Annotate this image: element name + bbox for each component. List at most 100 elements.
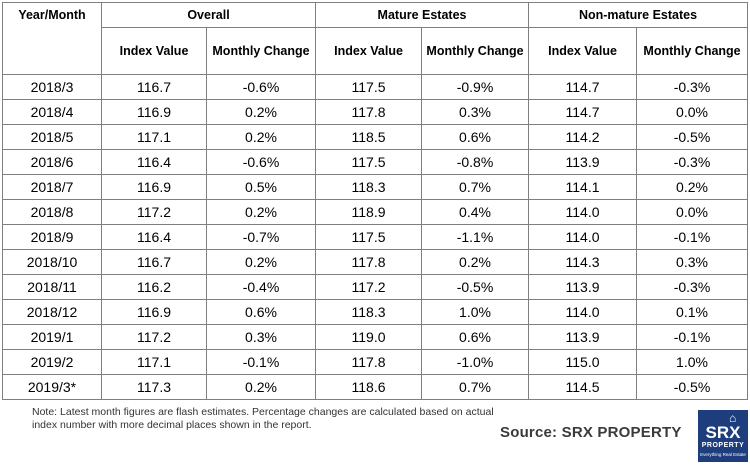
logo-tagline: Everything Real Estate	[700, 452, 746, 457]
year-month-cell: 2019/3*	[2, 374, 102, 400]
mature-index-cell: 117.8	[315, 249, 423, 275]
mature-index-cell: 117.5	[315, 149, 423, 175]
mature-index-cell: 117.8	[315, 99, 423, 125]
non-mature-index-cell: 114.0	[528, 199, 638, 225]
non-mature-change-cell: 0.3%	[636, 249, 749, 275]
overall-change-cell: -0.4%	[205, 274, 317, 300]
non-mature-change-cell: 0.0%	[636, 199, 749, 225]
mature-index-cell: 118.3	[315, 174, 423, 200]
non-mature-index-cell: 114.7	[528, 74, 638, 100]
year-month-cell: 2018/7	[2, 174, 102, 200]
mature-change-cell: -1.0%	[421, 349, 530, 375]
non-mature-change-cell: -0.5%	[636, 374, 749, 400]
non-mature-change-cell: 0.0%	[636, 99, 749, 125]
non-mature-index-cell: 114.1	[528, 174, 638, 200]
non-mature-change-cell: 0.1%	[636, 299, 749, 325]
mature-change-cell: -1.1%	[421, 224, 530, 250]
mature-change-cell: 1.0%	[421, 299, 530, 325]
mature-change-cell: 0.6%	[421, 324, 530, 350]
mature-index-cell: 118.6	[315, 374, 423, 400]
overall-change-cell: 0.5%	[205, 174, 317, 200]
mature-change-cell: -0.5%	[421, 274, 530, 300]
overall-change-cell: -0.6%	[205, 74, 317, 100]
overall-change-cell: 0.2%	[205, 199, 317, 225]
mature-index-cell: 118.5	[315, 124, 423, 150]
year-month-cell: 2018/5	[2, 124, 102, 150]
year-month-cell: 2018/4	[2, 99, 102, 125]
mature-index-header: Index Value	[315, 27, 423, 75]
table-row: 2018/11 116.2 -0.4% 117.2 -0.5% 113.9 -0.3%	[2, 274, 749, 300]
mature-index-cell: 118.3	[315, 299, 423, 325]
year-month-cell: 2018/10	[2, 249, 102, 275]
overall-index-cell: 117.3	[101, 374, 207, 400]
table-row: 2018/8 117.2 0.2% 118.9 0.4% 114.0 0.0%	[2, 199, 749, 225]
overall-change-cell: 0.2%	[205, 249, 317, 275]
table-body: 2018/3 116.7 -0.6% 117.5 -0.9% 114.7 -0.3% 2018…	[2, 74, 749, 400]
year-month-header: Year/Month	[2, 2, 102, 75]
non-mature-change-cell: -0.3%	[636, 149, 749, 175]
mature-index-cell: 117.2	[315, 274, 423, 300]
overall-change-cell: 0.2%	[205, 124, 317, 150]
non-mature-index-cell: 114.3	[528, 249, 638, 275]
srx-logo: ⌂ SRX PROPERTY Everything Real Estate	[698, 410, 748, 462]
overall-index-cell: 116.9	[101, 299, 207, 325]
table-row: 2018/4 116.9 0.2% 117.8 0.3% 114.7 0.0%	[2, 99, 749, 125]
non-mature-change-cell: -0.1%	[636, 324, 749, 350]
overall-index-cell: 116.7	[101, 74, 207, 100]
year-month-cell: 2019/1	[2, 324, 102, 350]
year-month-cell: 2018/11	[2, 274, 102, 300]
footnote: Note: Latest month figures are flash est…	[32, 406, 494, 431]
table-row: 2018/12 116.9 0.6% 118.3 1.0% 114.0 0.1%	[2, 299, 749, 325]
mature-index-cell: 118.9	[315, 199, 423, 225]
non-mature-change-cell: 0.2%	[636, 174, 749, 200]
year-month-cell: 2018/9	[2, 224, 102, 250]
year-month-cell: 2018/8	[2, 199, 102, 225]
overall-index-cell: 117.2	[101, 324, 207, 350]
year-month-cell: 2018/3	[2, 74, 102, 100]
year-month-cell: 2018/12	[2, 299, 102, 325]
overall-change-cell: 0.2%	[205, 374, 317, 400]
non-mature-change-header: Monthly Change	[636, 27, 749, 75]
overall-index-cell: 117.1	[101, 349, 207, 375]
price-index-table: Year/Month Overall Mature Estates Non-ma…	[2, 2, 749, 400]
non-mature-change-cell: -0.1%	[636, 224, 749, 250]
non-mature-index-cell: 114.7	[528, 99, 638, 125]
overall-change-cell: -0.6%	[205, 149, 317, 175]
non-mature-estates-header: Non-mature Estates	[528, 2, 749, 28]
table-row: 2018/9 116.4 -0.7% 117.5 -1.1% 114.0 -0.1%	[2, 224, 749, 250]
overall-index-cell: 117.2	[101, 199, 207, 225]
mature-change-cell: -0.9%	[421, 74, 530, 100]
overall-index-header: Index Value	[101, 27, 207, 75]
non-mature-change-cell: -0.5%	[636, 124, 749, 150]
non-mature-index-cell: 114.0	[528, 224, 638, 250]
mature-change-cell: 0.6%	[421, 124, 530, 150]
source-label: Source: SRX PROPERTY	[500, 424, 682, 441]
logo-subtext: PROPERTY	[701, 442, 745, 449]
group-header-row: Year/Month Overall Mature Estates Non-ma…	[2, 2, 749, 75]
overall-change-cell: 0.3%	[205, 324, 317, 350]
overall-index-cell: 116.7	[101, 249, 207, 275]
table-row: 2019/1 117.2 0.3% 119.0 0.6% 113.9 -0.1%	[2, 324, 749, 350]
mature-change-cell: 0.2%	[421, 249, 530, 275]
non-mature-index-cell: 113.9	[528, 274, 638, 300]
table-row: 2019/2 117.1 -0.1% 117.8 -1.0% 115.0 1.0%	[2, 349, 749, 375]
mature-change-header: Monthly Change	[421, 27, 530, 75]
non-mature-index-cell: 114.5	[528, 374, 638, 400]
overall-change-cell: 0.6%	[205, 299, 317, 325]
mature-change-cell: 0.4%	[421, 199, 530, 225]
overall-change-cell: -0.1%	[205, 349, 317, 375]
non-mature-change-cell: -0.3%	[636, 74, 749, 100]
mature-index-cell: 117.8	[315, 349, 423, 375]
non-mature-index-header: Index Value	[528, 27, 638, 75]
overall-index-cell: 116.2	[101, 274, 207, 300]
mature-change-cell: 0.7%	[421, 374, 530, 400]
overall-change-cell: 0.2%	[205, 99, 317, 125]
table-row: 2018/7 116.9 0.5% 118.3 0.7% 114.1 0.2%	[2, 174, 749, 200]
house-icon: ⌂	[729, 411, 737, 425]
overall-change-cell: -0.7%	[205, 224, 317, 250]
non-mature-change-cell: -0.3%	[636, 274, 749, 300]
mature-index-cell: 119.0	[315, 324, 423, 350]
mature-change-cell: 0.7%	[421, 174, 530, 200]
overall-change-header: Monthly Change	[205, 27, 317, 75]
table-row: 2018/3 116.7 -0.6% 117.5 -0.9% 114.7 -0.3%	[2, 74, 749, 100]
